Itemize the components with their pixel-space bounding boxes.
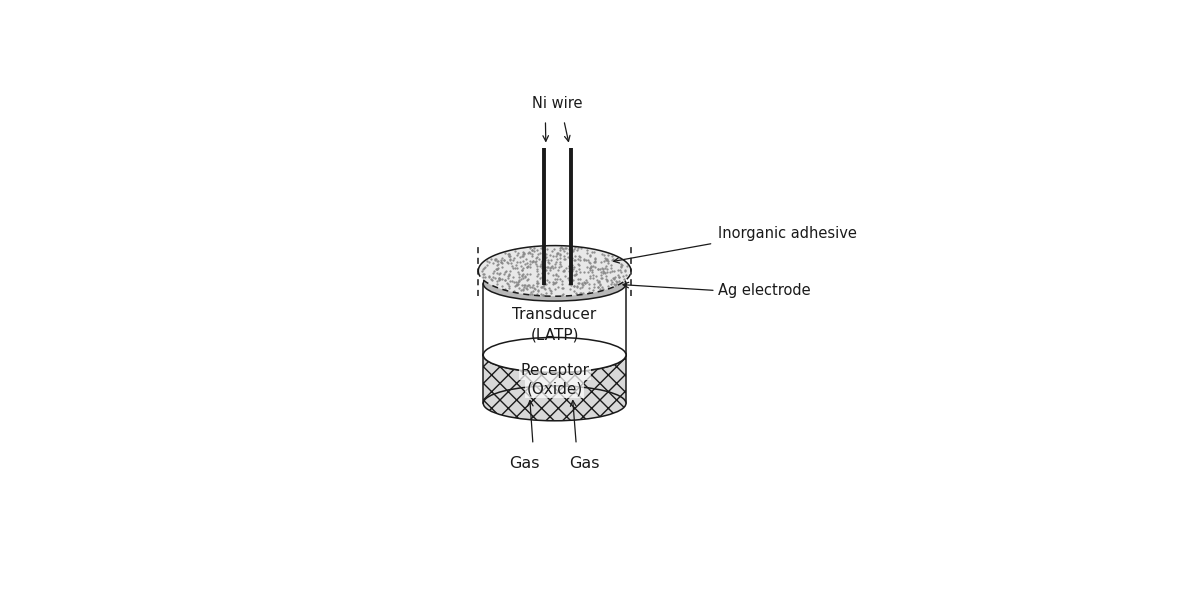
Text: Ag electrode: Ag electrode xyxy=(718,283,810,298)
Ellipse shape xyxy=(483,337,626,373)
Text: Receptor: Receptor xyxy=(520,364,589,379)
Ellipse shape xyxy=(483,266,626,301)
Bar xyxy=(483,283,626,355)
Ellipse shape xyxy=(478,246,631,296)
Ellipse shape xyxy=(483,337,626,373)
Text: (Oxide): (Oxide) xyxy=(526,382,583,396)
Text: Transducer: Transducer xyxy=(513,307,596,322)
Text: Gas: Gas xyxy=(569,456,600,471)
Text: Inorganic adhesive: Inorganic adhesive xyxy=(718,226,857,241)
Text: (LATP): (LATP) xyxy=(531,328,578,343)
Text: Gas: Gas xyxy=(509,456,540,471)
Bar xyxy=(483,355,626,403)
Text: Ni wire: Ni wire xyxy=(532,96,582,111)
Ellipse shape xyxy=(483,386,626,421)
